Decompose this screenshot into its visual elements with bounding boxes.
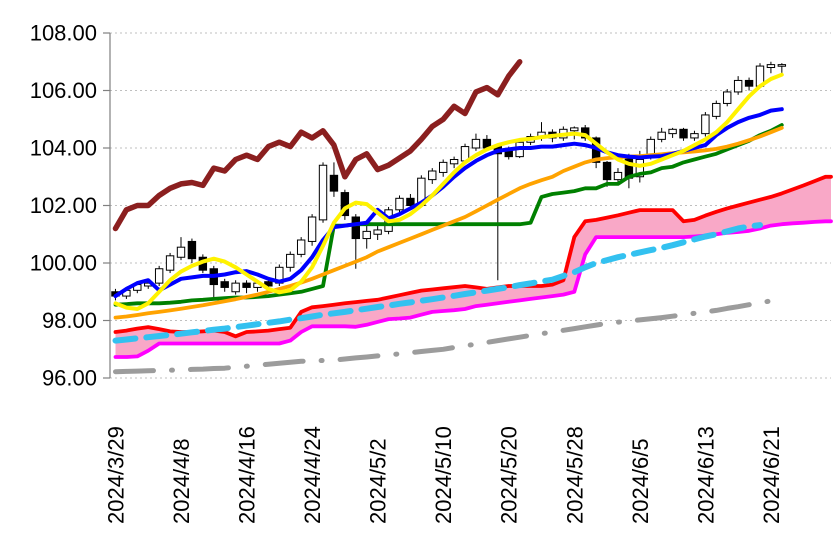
y-axis-label: 98.00 bbox=[42, 308, 97, 333]
y-axis-label: 102.00 bbox=[30, 193, 97, 218]
x-axis-labels: 2024/3/29 2024/4/8 2024/4/16 2024/4/24 2024/… bbox=[104, 426, 784, 524]
candle-down bbox=[744, 79, 754, 87]
candle-up bbox=[690, 133, 699, 139]
cyan-dashed-line bbox=[112, 222, 763, 344]
candle-up bbox=[428, 170, 437, 181]
y-axis-label: 106.00 bbox=[30, 78, 97, 103]
candle-down bbox=[187, 240, 197, 260]
candle-down bbox=[602, 161, 612, 181]
candle-up bbox=[318, 164, 328, 221]
cloud-top-red-line bbox=[113, 174, 833, 339]
x-axis-label: 2024/5/2 bbox=[366, 438, 391, 524]
candle-up bbox=[712, 102, 721, 117]
candle-up bbox=[154, 268, 164, 284]
candle-up bbox=[733, 79, 743, 93]
candle-up bbox=[701, 114, 710, 135]
candle-down bbox=[264, 281, 273, 287]
candle-up bbox=[766, 64, 776, 68]
candle-down bbox=[340, 192, 350, 217]
candle-up bbox=[635, 159, 645, 178]
y-axis-label: 96.00 bbox=[42, 366, 97, 391]
y-axis-label: 104.00 bbox=[30, 136, 97, 161]
x-axis-label: 2024/4/24 bbox=[300, 426, 325, 524]
y-axis-label: 108.00 bbox=[30, 21, 97, 46]
x-axis-label: 2024/6/5 bbox=[628, 438, 653, 524]
candle-down bbox=[406, 197, 415, 206]
x-axis-label: 2024/4/16 bbox=[235, 426, 260, 524]
thick-dark-red-lagging-line bbox=[112, 59, 523, 232]
candle-up bbox=[165, 255, 175, 271]
candle-up bbox=[777, 64, 787, 67]
y-axis-labels: 108.00 106.00 104.00 102.00 100.00 98.00 96.00 bbox=[30, 21, 97, 391]
candle-up bbox=[570, 127, 579, 132]
candle-up bbox=[471, 138, 481, 149]
y-axis-label: 100.00 bbox=[30, 251, 97, 276]
candle-up bbox=[373, 229, 382, 235]
candle-down bbox=[329, 174, 339, 192]
candle-up bbox=[449, 159, 459, 165]
candle-up bbox=[296, 239, 306, 255]
x-axis-label: 2024/5/20 bbox=[497, 426, 522, 524]
candle-down bbox=[351, 216, 360, 240]
x-axis-label: 2024/5/28 bbox=[562, 426, 587, 524]
gray-dashdot-line bbox=[113, 296, 785, 375]
candle-up bbox=[362, 230, 371, 240]
candle-down bbox=[242, 282, 251, 288]
candle-up bbox=[395, 197, 404, 211]
candle-up bbox=[307, 216, 317, 242]
candle-up bbox=[668, 128, 677, 135]
candle-up bbox=[286, 253, 295, 268]
yellow-line bbox=[113, 72, 784, 311]
x-axis-label: 2024/6/13 bbox=[693, 426, 718, 524]
candle-down bbox=[679, 128, 688, 139]
x-axis-label: 2024/3/29 bbox=[104, 426, 129, 524]
x-axis-label: 2024/4/8 bbox=[169, 438, 194, 524]
candle-up bbox=[657, 131, 666, 140]
candle-up bbox=[438, 161, 448, 173]
candle-up bbox=[176, 246, 186, 258]
candle-down bbox=[220, 281, 229, 288]
x-axis-label: 2024/5/10 bbox=[431, 426, 456, 524]
candle-up bbox=[231, 282, 240, 293]
x-axis-label: 2024/6/21 bbox=[759, 426, 784, 524]
candle-up bbox=[646, 138, 655, 156]
candle-up bbox=[613, 171, 623, 181]
candle-up bbox=[723, 91, 732, 104]
pink-cloud-fill bbox=[115, 176, 831, 357]
